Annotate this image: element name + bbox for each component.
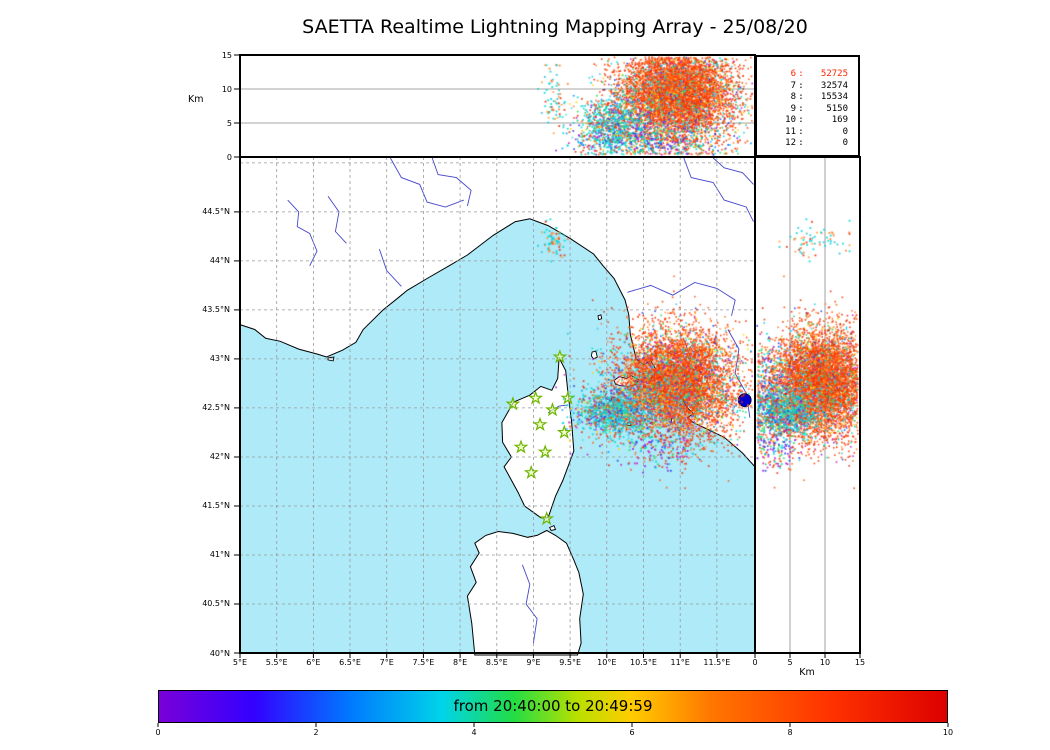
station-number: 8 [790,92,796,102]
station-count-row: 9: 5150 [757,104,848,116]
colorbar-tick-label: 10 [942,728,954,737]
station-count-rows: 6:52725 7:32574 8:15534 9:5150 10:169 11:0 12:… [757,69,848,150]
lon-tick-label: 5.5°E [265,658,288,667]
lon-tick-label: 7°E [379,658,394,667]
lat-tick-label: 42.5°N [202,403,230,413]
lat-tick-label: 43°N [209,354,230,364]
station-number: 9 [790,103,796,114]
lon-tick-label: 10.5°E [630,658,657,667]
alt-tick-label-top: 10 [221,84,232,94]
altitude-axis-label-right: Km [799,667,815,678]
station-number: 10 [785,115,796,125]
station-count-row: 8: 15534 [757,92,848,104]
colon: : [798,80,804,91]
colorbar-tick-label: 4 [471,728,477,737]
altitude-longitude-panel [240,55,755,157]
station-count-row: 11: 0 [757,127,848,139]
station-count-panel: 6:52725 7:32574 8:15534 9:5150 10:169 11:0 12:… [755,55,860,157]
lon-tick-label: 11.5°E [703,658,731,667]
colon: : [798,115,804,125]
alt-tick-label-right: 15 [854,658,866,667]
lon-tick-label: 6.5°E [339,658,361,667]
lon-tick-label: 10°E [597,658,617,667]
alt-tick-label-right: 5 [787,658,793,667]
station-count-row: 12: 0 [757,138,848,150]
lat-tick-label: 42°N [209,452,230,462]
lon-tick-label: 7.5°E [412,658,435,667]
source-count: 0 [842,138,848,148]
time-colorbar: from 20:40:00 to 20:49:59 [158,690,948,723]
lon-tick-label: 9.5°E [559,658,582,667]
lat-tick-label: 44°N [209,256,230,266]
source-count: 32574 [820,80,848,91]
colon: : [798,138,804,148]
source-count: 5150 [826,103,848,114]
alt-tick-label-top: 15 [221,50,232,60]
lat-tick-label: 40.5°N [202,599,230,609]
lat-tick-label: 43.5°N [202,305,230,315]
colorbar-tick-label: 0 [155,728,161,737]
station-number: 7 [790,80,796,91]
alt-tick-label-top: 0 [226,152,232,162]
station-number: 6 [790,69,796,79]
source-count: 169 [831,115,848,125]
altitude-axis-label-top: Km [188,94,204,105]
lat-tick-label: 41°N [209,550,230,560]
alt-tick-label-top: 5 [226,118,232,128]
lon-tick-label: 11°E [670,658,690,667]
altitude-latitude-panel [755,157,860,653]
source-count: 52725 [820,69,848,79]
colon: : [798,69,804,79]
lat-tick-label: 44.5°N [202,207,230,217]
lon-tick-label: 6°E [306,658,321,667]
station-count-row: 10: 169 [757,115,848,127]
colorbar-tick-label: 8 [787,728,793,737]
lon-tick-label: 5°E [232,658,248,667]
source-count: 15534 [820,92,848,102]
geographic-map-panel [240,157,755,653]
colon: : [798,103,804,114]
station-number: 12 [785,138,796,148]
lon-tick-label: 9°E [526,658,541,667]
colorbar-tick-label: 6 [629,728,635,737]
lon-tick-label: 8.5°E [485,658,508,667]
colon: : [798,92,804,102]
figure-title: SAETTA Realtime Lightning Mapping Array … [302,16,808,38]
lat-tick-label: 40°N [209,648,230,658]
time-window-label: from 20:40:00 to 20:49:59 [453,697,653,715]
colorbar-tick-label: 2 [313,728,319,737]
source-count: 0 [842,126,848,137]
lat-tick-label: 41.5°N [202,501,230,511]
lon-tick-label: 8°E [453,658,468,667]
alt-tick-label-right: 10 [819,658,831,667]
station-count-row: 7: 32574 [757,81,848,93]
alt-tick-label-right: 0 [752,658,758,667]
station-number: 11 [785,126,796,137]
station-count-row: 6: 52725 [757,69,848,81]
colon: : [798,126,804,137]
